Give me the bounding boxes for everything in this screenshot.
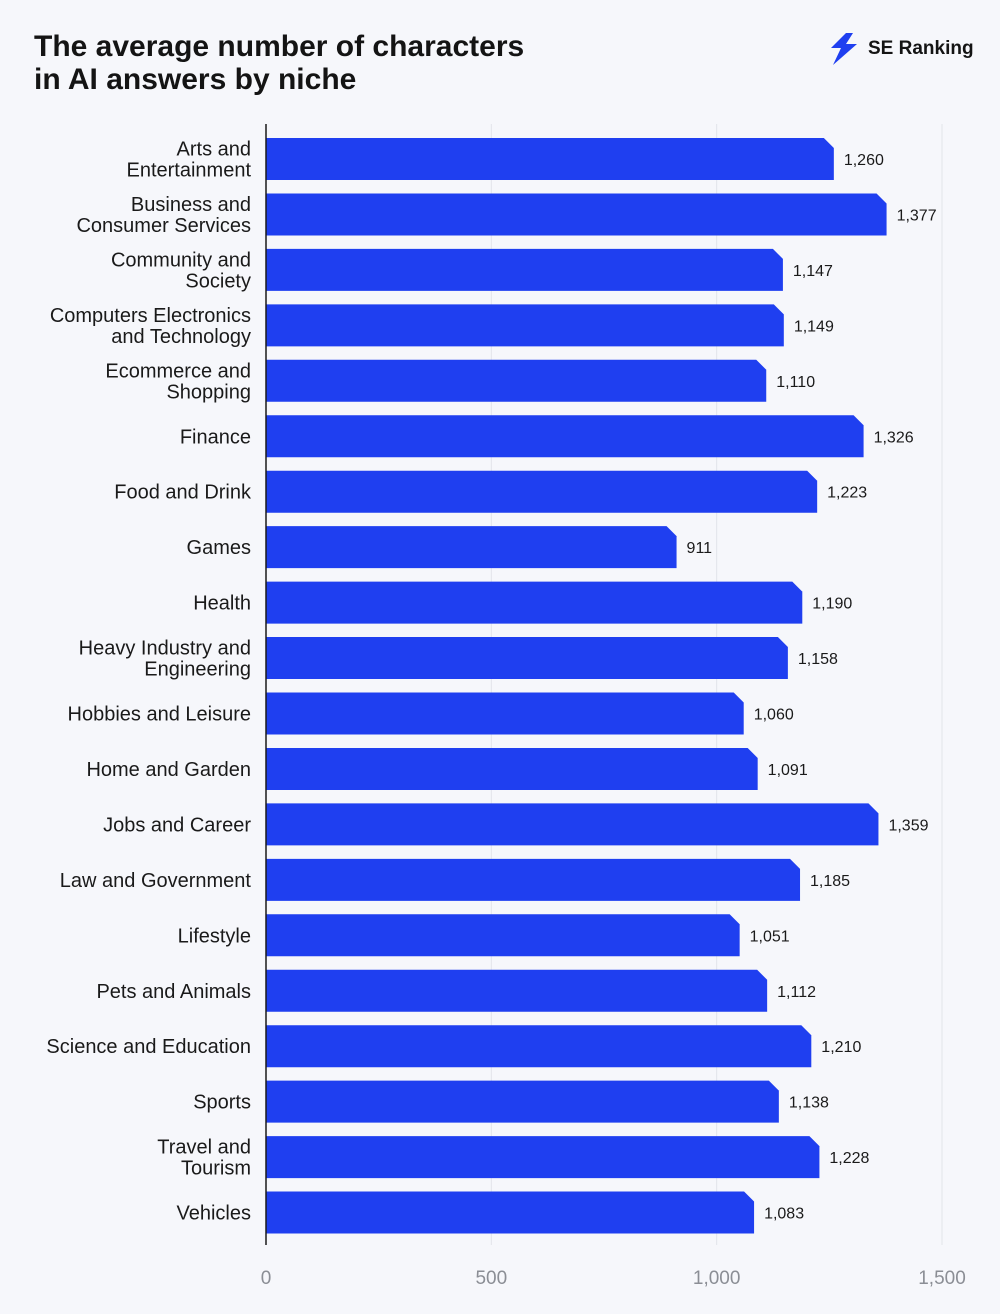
chart-title: The average number of characters in AI a… bbox=[34, 30, 594, 96]
bar bbox=[266, 858, 801, 901]
data-label: 1,210 bbox=[821, 1039, 861, 1056]
data-label: 1,190 bbox=[812, 596, 852, 613]
bar bbox=[266, 304, 784, 347]
bar bbox=[266, 138, 834, 180]
bar bbox=[266, 1136, 820, 1179]
category-label: Heavy Industry and Engineering bbox=[79, 638, 251, 681]
category-label: Games bbox=[187, 537, 251, 559]
bar bbox=[266, 415, 864, 458]
data-label: 1,377 bbox=[897, 207, 937, 224]
category-label: Pets and Animals bbox=[96, 981, 251, 1003]
category-label: Sports bbox=[193, 1092, 251, 1114]
bar bbox=[266, 803, 879, 846]
x-tick-label: 1,500 bbox=[918, 1268, 966, 1289]
bar bbox=[266, 581, 803, 624]
bar bbox=[266, 1191, 755, 1234]
data-label: 1,260 bbox=[844, 152, 884, 169]
x-tick-label: 1,000 bbox=[693, 1268, 741, 1289]
data-label: 911 bbox=[687, 540, 713, 557]
chart-title-line-2: in AI answers by niche bbox=[34, 63, 357, 96]
category-label: Travel and Tourism bbox=[157, 1137, 251, 1180]
category-label: Vehicles bbox=[177, 1203, 252, 1225]
bar bbox=[266, 747, 758, 790]
bar bbox=[266, 969, 768, 1012]
brand-name: SE Ranking bbox=[868, 38, 974, 59]
category-label: Jobs and Career bbox=[103, 814, 251, 836]
bar bbox=[266, 248, 783, 291]
x-tick-label: 500 bbox=[475, 1268, 507, 1289]
grid-lines bbox=[490, 124, 943, 1245]
x-axis-ticks: 0 500 1,000 1,500 bbox=[261, 1268, 966, 1289]
category-label: Hobbies and Leisure bbox=[68, 704, 251, 726]
bar bbox=[266, 1080, 779, 1123]
brand-logo: SE Ranking bbox=[828, 32, 974, 66]
category-label: Food and Drink bbox=[114, 482, 252, 504]
category-label: Lifestyle bbox=[178, 925, 251, 947]
data-label: 1,359 bbox=[888, 817, 928, 834]
data-label: 1,060 bbox=[754, 707, 794, 724]
category-label: Computers Electronics and Technology bbox=[50, 305, 251, 348]
data-label: 1,223 bbox=[827, 485, 867, 502]
category-label: Law and Government bbox=[60, 870, 252, 892]
chart-title-line-1: The average number of characters bbox=[34, 30, 525, 63]
data-label: 1,149 bbox=[794, 318, 834, 335]
data-label: 1,110 bbox=[776, 374, 815, 391]
data-label: 1,326 bbox=[874, 429, 914, 446]
lightning-logo-icon bbox=[831, 33, 857, 65]
bar bbox=[266, 914, 740, 957]
data-label: 1,083 bbox=[764, 1206, 804, 1223]
bar bbox=[266, 1025, 812, 1068]
data-label: 1,158 bbox=[798, 651, 838, 668]
data-label: 1,185 bbox=[810, 873, 850, 890]
category-labels: Arts and Entertainment Business and Consume… bbox=[46, 139, 252, 1225]
bar bbox=[266, 692, 744, 735]
category-label: Ecommerce and Shopping bbox=[105, 360, 251, 403]
category-label: Finance bbox=[180, 426, 251, 448]
bar bbox=[266, 470, 818, 513]
bars bbox=[266, 138, 887, 1234]
category-label: Community and Society bbox=[111, 249, 251, 292]
data-label: 1,228 bbox=[829, 1150, 869, 1167]
bar bbox=[266, 526, 677, 569]
data-label: 1,112 bbox=[777, 984, 816, 1001]
x-tick-label: 0 bbox=[261, 1268, 272, 1289]
data-label: 1,051 bbox=[750, 928, 790, 945]
category-label: Home and Garden bbox=[86, 759, 251, 781]
category-label: Science and Education bbox=[46, 1036, 251, 1058]
category-label: Arts and Entertainment bbox=[126, 139, 251, 182]
bar bbox=[266, 359, 767, 402]
value-labels: 1,260 1,377 1,147 1,149 1,110 1,326 1,223 911 1,… bbox=[687, 152, 937, 1223]
bar bbox=[266, 193, 887, 236]
category-label: Health bbox=[193, 593, 251, 615]
bar bbox=[266, 637, 788, 680]
data-label: 1,147 bbox=[793, 263, 833, 280]
data-label: 1,091 bbox=[768, 762, 808, 779]
category-label: Business and Consumer Services bbox=[76, 194, 251, 237]
data-label: 1,138 bbox=[789, 1095, 829, 1112]
